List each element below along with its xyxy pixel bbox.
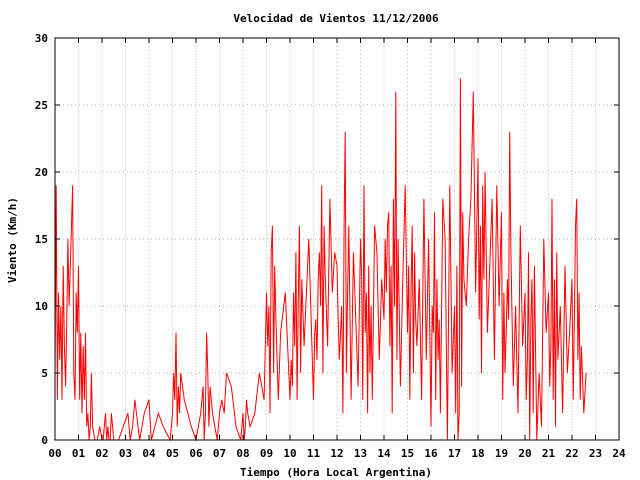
x-tick-label: 22 [565, 447, 578, 460]
x-tick-labels: 00 01 02 03 04 05 06 07 08 09 10 11 12 13 14 15 16 17 18 19… [48, 447, 626, 460]
y-tick-label: 5 [41, 367, 48, 380]
x-tick-label: 20 [518, 447, 531, 460]
x-tick-label: 12 [330, 447, 343, 460]
y-tick-label: 30 [35, 32, 48, 45]
x-tick-label: 03 [119, 447, 132, 460]
y-axis-label: Viento (Km/h) [6, 197, 19, 283]
x-tick-label: 07 [213, 447, 226, 460]
x-tick-label: 01 [72, 447, 86, 460]
x-tick-label: 16 [424, 447, 438, 460]
y-tick-label: 25 [35, 99, 48, 112]
chart-title: Velocidad de Vientos 11/12/2006 [233, 12, 439, 25]
x-tick-label: 04 [142, 447, 156, 460]
x-tick-label: 02 [95, 447, 108, 460]
x-tick-label: 13 [354, 447, 367, 460]
x-axis-label: Tiempo (Hora Local Argentina) [240, 466, 432, 479]
x-tick-label: 21 [542, 447, 556, 460]
x-tick-label: 00 [48, 447, 61, 460]
y-tick-label: 0 [41, 434, 48, 447]
grid-lines [55, 38, 619, 440]
x-tick-label: 10 [283, 447, 296, 460]
x-tick-label: 14 [377, 447, 391, 460]
x-tick-label: 05 [166, 447, 179, 460]
y-tick-label: 20 [35, 166, 48, 179]
axis-ticks [54, 37, 620, 441]
x-tick-label: 24 [612, 447, 626, 460]
x-tick-label: 17 [448, 447, 461, 460]
x-tick-label: 06 [189, 447, 203, 460]
series-layer [54, 78, 587, 442]
x-tick-label: 11 [307, 447, 321, 460]
x-tick-label: 18 [471, 447, 484, 460]
x-tick-label: 08 [236, 447, 249, 460]
x-tick-label: 23 [589, 447, 602, 460]
x-tick-label: 09 [260, 447, 273, 460]
y-tick-label: 10 [35, 300, 48, 313]
y-tick-label: 15 [35, 233, 48, 246]
x-tick-label: 15 [401, 447, 414, 460]
wind-speed-series-line [54, 78, 587, 442]
x-tick-label: 19 [495, 447, 508, 460]
y-tick-labels: 0 5 10 15 20 25 30 [35, 32, 48, 447]
